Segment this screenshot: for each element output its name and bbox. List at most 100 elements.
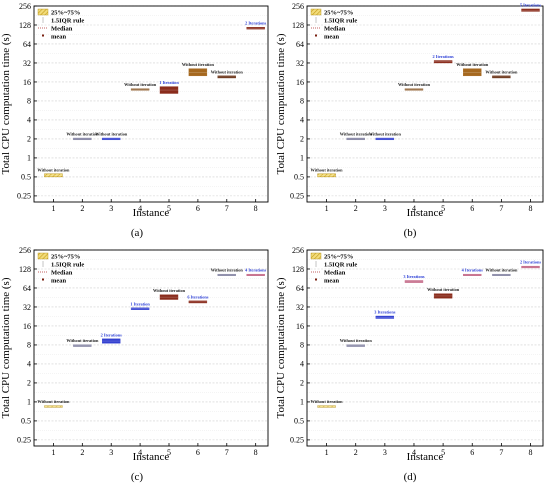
x-tick-label: 3: [383, 448, 387, 457]
y-tick-label: 32: [296, 59, 304, 68]
y-tick-label: 2: [27, 379, 31, 388]
chart-panel-b: 0.25 0.5 1 2 4 8 16 32 64 128 256 1 2 3 4 5 6 7 8 Instance T…: [275, 2, 544, 239]
plot-frame: [306, 249, 544, 447]
legend-label: 25%~75%: [51, 10, 80, 17]
legend-swatch-mean: [315, 278, 317, 281]
box-annotation: 4 Iterations: [462, 268, 483, 273]
x-tick-label: 3: [383, 204, 387, 213]
box-annotation: Without iteration: [485, 268, 518, 273]
legend-label: Median: [51, 270, 73, 277]
x-tick-label: 2: [354, 448, 358, 457]
plot-frame: [33, 249, 269, 447]
box-annotation: Without iteration: [427, 287, 460, 292]
box-annotation: Without iteration: [398, 82, 431, 87]
box-annotation: 1 Iteration: [130, 301, 150, 306]
y-tick-label: 64: [296, 40, 304, 49]
box-annotation: Without iteration: [211, 69, 244, 74]
y-tick-label: 16: [23, 78, 31, 87]
chart-panel-a: 0.25 0.5 1 2 4 8 16 32 64 128 256 1 2 3 4 5 6 7 8 Instance T…: [0, 2, 269, 239]
x-tick-label: 8: [254, 448, 258, 457]
x-tick-label: 5: [167, 448, 171, 457]
y-tick-label: 256: [292, 246, 304, 255]
y-tick-label: 8: [27, 341, 31, 350]
y-tick-label: 1: [27, 398, 31, 407]
x-tick-label: 1: [325, 204, 329, 213]
y-tick-label: 0.25: [17, 192, 31, 201]
box-annotation: Without iteration: [211, 268, 244, 273]
chart-panel-c: 0.25 0.5 1 2 4 8 16 32 64 128 256 1 2 3 4 5 6 7 8 Instance T…: [0, 246, 269, 483]
y-tick-label: 16: [23, 322, 31, 331]
y-tick-label: 8: [300, 341, 304, 350]
legend-label: Median: [324, 270, 346, 277]
legend-label: 25%~75%: [324, 10, 353, 17]
box-annotation: Without iteration: [456, 62, 489, 67]
legend-label: mean: [324, 278, 340, 285]
x-axis-title: Instance: [133, 207, 170, 219]
box-annotation: Without iteration: [37, 167, 70, 172]
x-tick-label: 4: [412, 204, 416, 213]
legend-label: mean: [324, 34, 340, 41]
legend-swatch-iqr: [310, 252, 322, 260]
x-tick-label: 8: [529, 204, 533, 213]
chart-panel-d: 0.25 0.5 1 2 4 8 16 32 64 128 256 1 2 3 4 5 6 7 8 Instance T…: [275, 246, 544, 483]
box-annotation: Without iteration: [66, 132, 99, 137]
legend-label: 1.5IQR rule: [51, 18, 84, 25]
box-annotation: Without iteration: [95, 132, 128, 137]
legend-label: 25%~75%: [51, 254, 80, 261]
legend-label: mean: [51, 34, 67, 41]
panel-label: (d): [404, 471, 417, 483]
y-tick-label: 256: [292, 2, 304, 11]
box-annotation: Without iteration: [182, 62, 215, 67]
x-tick-label: 8: [529, 448, 533, 457]
x-tick-label: 1: [51, 448, 55, 457]
legend-label: 1.5IQR rule: [51, 262, 84, 269]
x-tick-label: 4: [138, 448, 142, 457]
y-tick-label: 0.5: [21, 173, 31, 182]
x-tick-label: 6: [196, 204, 200, 213]
legend-swatch-iqr: [37, 8, 49, 16]
x-tick-label: 3: [109, 204, 113, 213]
y-tick-label: 64: [296, 284, 304, 293]
box-annotation: Without iteration: [340, 338, 373, 343]
box-annotation: 5 Iterations: [520, 2, 541, 7]
y-tick-label: 256: [19, 246, 31, 255]
x-tick-label: 5: [167, 204, 171, 213]
box-annotation: Without iteration: [124, 82, 157, 87]
x-axis-title: Instance: [133, 451, 170, 463]
legend-label: 25%~75%: [324, 254, 353, 261]
box-annotation: 4 Iterations: [245, 268, 266, 273]
legend-swatch-iqr: [310, 8, 322, 16]
y-tick-label: 128: [292, 21, 304, 30]
legend-swatch-mean: [42, 278, 44, 281]
box-annotation: 3 Iterations: [403, 274, 424, 279]
legend-label: 1.5IQR rule: [324, 262, 357, 269]
legend-swatch-mean: [42, 34, 44, 37]
legend-label: 1.5IQR rule: [324, 18, 357, 25]
y-tick-label: 0.5: [294, 173, 304, 182]
box-annotation: Without iteration: [311, 167, 344, 172]
y-tick-label: 4: [27, 360, 31, 369]
legend-label: Median: [324, 26, 346, 33]
x-tick-label: 1: [51, 204, 55, 213]
x-tick-label: 5: [441, 448, 445, 457]
x-tick-label: 4: [138, 204, 142, 213]
y-tick-label: 2: [300, 135, 304, 144]
plot-frame: [306, 5, 544, 203]
y-tick-label: 0.25: [290, 192, 304, 201]
y-tick-label: 0.5: [21, 417, 31, 426]
y-tick-label: 64: [23, 284, 31, 293]
legend-swatch-iqr: [37, 252, 49, 260]
y-tick-label: 16: [296, 78, 304, 87]
box-annotation: Without iteration: [485, 69, 518, 74]
y-tick-label: 32: [23, 303, 31, 312]
y-tick-label: 0.25: [290, 436, 304, 445]
x-tick-label: 7: [499, 448, 503, 457]
x-tick-label: 3: [109, 448, 113, 457]
x-tick-label: 7: [499, 204, 503, 213]
box-annotation: 2 Iterations: [433, 54, 454, 59]
box-annotation: 2 Iterations: [520, 260, 541, 265]
